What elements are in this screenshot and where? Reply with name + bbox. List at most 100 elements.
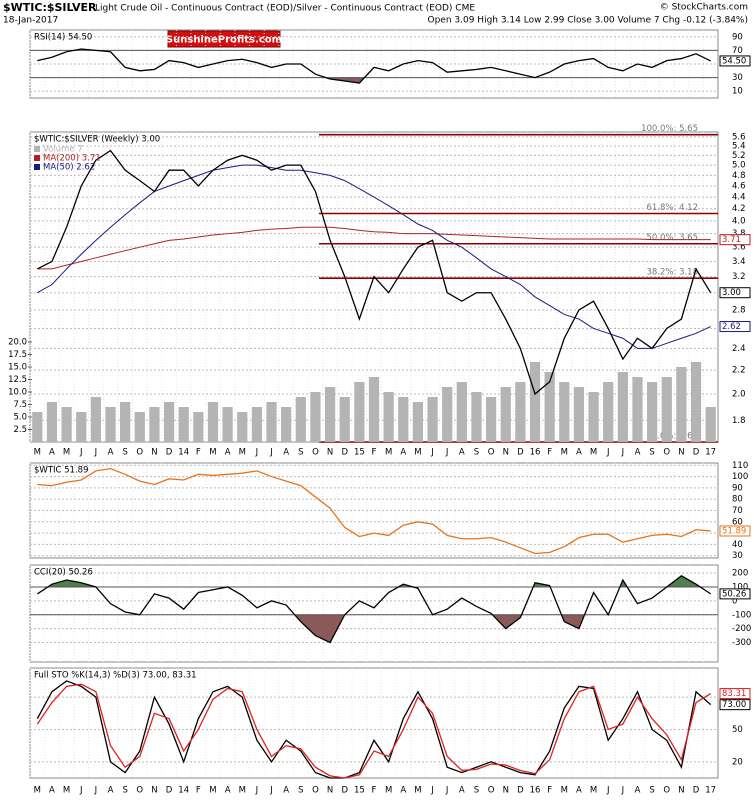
x-tick-label: M — [561, 448, 568, 458]
x-tick-label: A — [635, 786, 641, 796]
x-tick-label: A — [283, 786, 289, 796]
y-tick-label: 5.6 — [732, 132, 746, 142]
last-value-label: 2.62 — [722, 322, 741, 332]
legend-swatch — [34, 155, 40, 161]
volume-bar — [178, 407, 189, 442]
x-tick-label: D — [166, 448, 173, 458]
series-line — [37, 149, 712, 396]
volume-bar — [76, 412, 87, 442]
x-tick-label: 15 — [354, 448, 365, 458]
last-value-box — [719, 588, 751, 600]
volume-bar — [368, 377, 380, 442]
x-tick-label: A — [576, 786, 582, 796]
x-tick-label: O — [663, 786, 670, 796]
x-tick-label: A — [49, 448, 55, 458]
legend-swatch — [34, 164, 40, 170]
volume-bar — [588, 392, 599, 442]
x-tick-label: O — [312, 786, 319, 796]
volume-bar — [134, 412, 145, 442]
volume-bar — [149, 407, 160, 442]
x-tick-label: N — [503, 448, 509, 458]
last-value-label: 73.00 — [722, 700, 746, 710]
x-tick-label: F — [547, 786, 552, 796]
y2-tick-label: 2.5 — [13, 425, 27, 435]
y-tick-label: 1.8 — [732, 416, 746, 426]
y-tick-label: 70 — [732, 506, 743, 516]
last-value-box — [719, 699, 751, 711]
x-tick-label: N — [151, 786, 157, 796]
x-tick-label: M — [209, 786, 216, 796]
last-value-label: 54.50 — [722, 56, 746, 66]
x-tick-label: S — [122, 786, 127, 796]
x-tick-label: J — [430, 786, 434, 796]
series-line — [36, 680, 712, 779]
last-value-box — [719, 525, 751, 537]
y-tick-label: 2.2 — [732, 366, 746, 376]
volume-bar — [163, 402, 175, 442]
y-tick-label: 2.8 — [732, 305, 746, 315]
x-tick-label: J — [269, 786, 273, 796]
x-tick-label: 17 — [705, 786, 716, 796]
x-tick-label: J — [94, 786, 98, 796]
y2-tick-label: 7.5 — [13, 400, 27, 410]
y-tick-label: 0 — [732, 596, 737, 606]
y-tick-label: 5.4 — [732, 141, 746, 151]
volume-bar — [251, 407, 263, 442]
volume-bar — [32, 412, 43, 442]
series-line — [37, 48, 711, 84]
x-tick-label: A — [400, 786, 406, 796]
fib-level-label: 38.2%: 3.18 — [647, 268, 699, 278]
volume-bar — [559, 382, 570, 442]
x-tick-label: D — [166, 786, 173, 796]
x-tick-label: J — [606, 448, 610, 458]
x-tick-label: F — [372, 448, 377, 458]
x-tick-label: M — [63, 786, 70, 796]
volume-bar — [661, 377, 672, 442]
x-tick-label: 15 — [354, 786, 365, 796]
last-value-box — [719, 688, 751, 700]
x-tick-label: M — [385, 786, 392, 796]
x-tick-label: M — [414, 448, 421, 458]
y-tick-label: 2.4 — [732, 344, 746, 354]
fib-level-label: 100.0%: 5.65 — [641, 124, 698, 134]
volume-bar — [529, 362, 541, 442]
last-value-label: 51.89 — [722, 526, 746, 536]
series-line — [36, 683, 712, 779]
legend-entry: MA(50) 2.62 — [43, 163, 95, 173]
x-tick-label: 16 — [530, 448, 541, 458]
y2-tick-label: 15.0 — [8, 363, 27, 373]
volume-bar — [427, 397, 438, 442]
x-tick-label: J — [255, 786, 259, 796]
x-tick-label: 16 — [530, 786, 541, 796]
volume-bar — [705, 407, 716, 442]
volume-bar — [690, 362, 702, 442]
y-tick-label: 110 — [732, 461, 748, 471]
x-tick-label: S — [474, 448, 479, 458]
x-tick-label: F — [547, 448, 552, 458]
series-line — [37, 467, 711, 555]
copyright: © StockCharts.com — [660, 3, 748, 13]
y-tick-label: 100 — [732, 472, 748, 482]
x-tick-label: J — [94, 448, 98, 458]
volume-bar — [222, 407, 233, 442]
y-tick-label: 4.2 — [732, 204, 746, 214]
y-tick-label: 30 — [732, 73, 743, 83]
x-tick-label: N — [151, 448, 157, 458]
x-tick-label: A — [635, 448, 641, 458]
series-line — [37, 226, 711, 270]
volume-bar — [573, 387, 585, 442]
volume-bar — [544, 372, 555, 442]
x-tick-label: A — [576, 448, 582, 458]
volume-bar — [485, 397, 497, 442]
x-tick-label: F — [196, 448, 201, 458]
panel-title: $WTIC:$SILVER (Weekly) 3.00 — [34, 135, 160, 145]
volume-bar — [90, 397, 101, 442]
y-tick-label: 4.0 — [732, 216, 746, 226]
volume-bar — [120, 402, 131, 442]
volume-bar — [412, 402, 424, 442]
x-tick-label: A — [459, 786, 465, 796]
date: 18-Jan-2017 — [3, 16, 58, 26]
volume-bar — [471, 392, 482, 442]
x-tick-label: N — [503, 786, 509, 796]
x-tick-label: O — [488, 448, 495, 458]
